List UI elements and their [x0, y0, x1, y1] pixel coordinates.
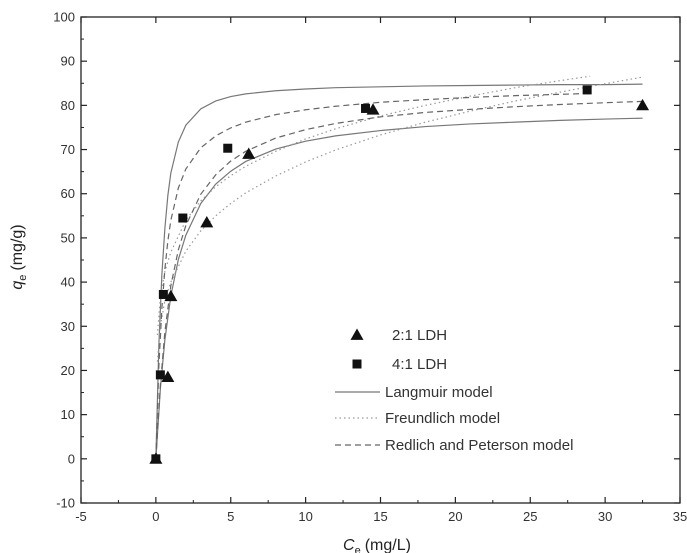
redlich-and-peterson-model-curve-1 [155, 92, 591, 459]
legend-2-1-ldh-label: 2:1 LDH [392, 327, 447, 344]
4-1-ldh-point [582, 85, 592, 95]
x-tick-label: 35 [673, 509, 687, 524]
legend: 2:1 LDH 4:1 LDH Langmuir model Freundlich m… [335, 327, 573, 454]
y-tick-label: 100 [53, 10, 75, 25]
legend-freundlich-model-label: Freundlich model [385, 410, 500, 427]
model-curves [155, 75, 643, 459]
x-tick-label: 15 [373, 509, 387, 524]
x-tick-label: 5 [227, 509, 234, 524]
y-tick-label: -10 [56, 496, 75, 511]
freundlich-model-curve-2 [156, 75, 591, 336]
y-tick-label: 10 [61, 407, 75, 422]
langmuir-model-curve-1 [155, 83, 643, 459]
legend-4-1-ldh-label: 4:1 LDH [392, 356, 447, 373]
4-1-ldh-point [158, 289, 168, 299]
4-1-ldh-point [155, 370, 165, 380]
2-1-ldh-point [200, 215, 214, 228]
x-tick-label: 0 [152, 509, 159, 524]
x-tick-label: 10 [298, 509, 312, 524]
4-1-ldh-point [178, 213, 188, 223]
langmuir-model-curve-2 [155, 117, 643, 459]
4-1-ldh-point [151, 454, 161, 464]
y-tick-label: 70 [61, 142, 75, 157]
axis-ticks: -5 0 5 10 15 20 25 30 35 -10 0 10 20 30 40 50 60 70 80 90 10… [53, 10, 687, 525]
legend-4-1-ldh-marker [352, 359, 362, 369]
y-axis-title: qe(mg/g) [9, 224, 29, 289]
legend-langmuir-model-label: Langmuir model [385, 384, 493, 401]
y-tick-label: 50 [61, 230, 75, 245]
2-1-ldh-point [242, 147, 256, 159]
x-axis-title: Ce (mg/L) [343, 537, 411, 553]
redlich-and-peterson-model-curve-2 [155, 100, 643, 459]
x-tick-label: -5 [75, 509, 87, 524]
legend-2-1-ldh-marker [350, 328, 364, 340]
y-tick-label: 60 [61, 186, 75, 201]
y-tick-label: 80 [61, 98, 75, 113]
x-tick-label: 25 [523, 509, 537, 524]
4-1-ldh-point [223, 143, 233, 153]
y-tick-label: 20 [61, 363, 75, 378]
y-tick-label: 30 [61, 319, 75, 334]
y-tick-label: 40 [61, 275, 75, 290]
2-1-ldh-point [636, 98, 650, 111]
4-1-ldh-point [361, 103, 371, 113]
data-points [149, 85, 650, 464]
legend-redlich-and-peterson-model-label: Redlich and Peterson model [385, 437, 573, 454]
x-tick-label: 30 [598, 509, 612, 524]
y-tick-label: 90 [61, 54, 75, 69]
x-tick-label: 20 [448, 509, 462, 524]
y-tick-label: 0 [68, 451, 75, 466]
